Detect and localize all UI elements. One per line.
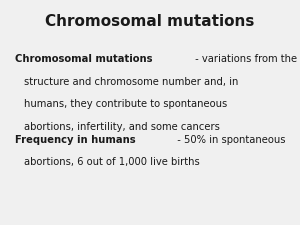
Text: abortions, infertility, and some cancers: abortions, infertility, and some cancers [24, 122, 220, 131]
Text: humans, they contribute to spontaneous: humans, they contribute to spontaneous [24, 99, 227, 109]
Text: Frequency in humans: Frequency in humans [15, 135, 136, 145]
Text: - 50% in spontaneous: - 50% in spontaneous [171, 135, 285, 145]
Text: abortions, 6 out of 1,000 live births: abortions, 6 out of 1,000 live births [24, 158, 200, 167]
Text: Chromosomal mutations: Chromosomal mutations [45, 14, 255, 29]
Text: Chromosomal mutations: Chromosomal mutations [15, 54, 152, 64]
Text: - variations from the normal (wild type) condition in chromosome: - variations from the normal (wild type)… [192, 54, 300, 64]
Text: structure and chromosome number and, in: structure and chromosome number and, in [24, 76, 239, 86]
